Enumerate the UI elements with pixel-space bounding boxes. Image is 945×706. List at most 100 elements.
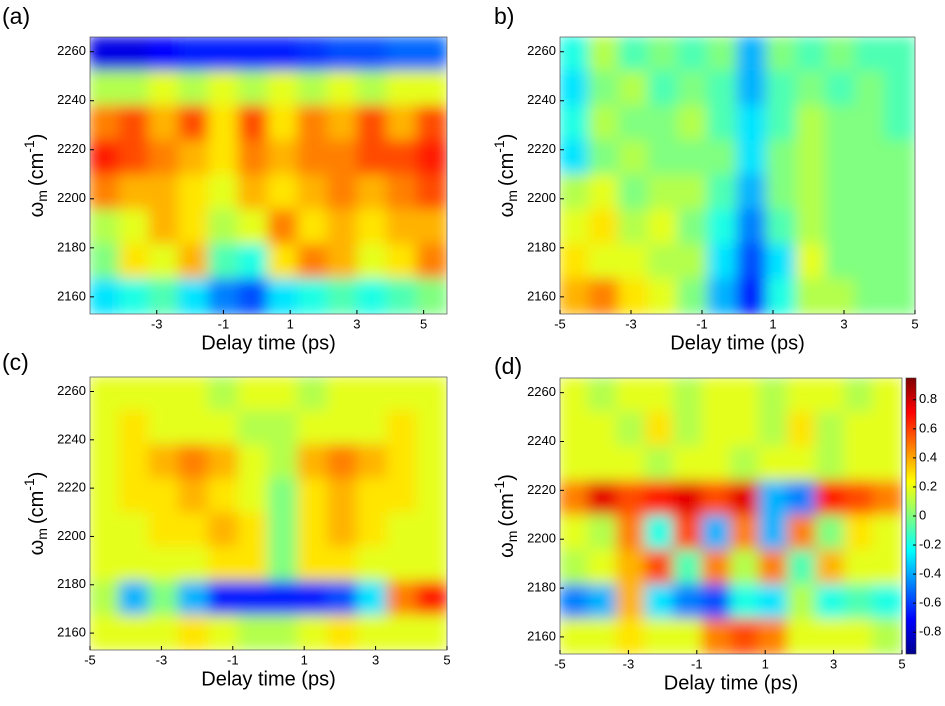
- panel-title: (a): [2, 3, 30, 29]
- y-tick-label: 2200: [57, 528, 86, 543]
- heatmap-cell: [872, 584, 902, 621]
- heatmap-cell: [416, 614, 447, 650]
- heatmap-cell: [647, 105, 680, 142]
- heatmap-cell: [178, 410, 210, 447]
- heatmap-cell: [118, 105, 151, 142]
- heatmap-cell: [588, 209, 621, 246]
- heatmap-cell: [90, 139, 121, 177]
- x-tick-label: 3: [353, 316, 360, 331]
- heatmap-cell: [148, 512, 181, 549]
- heatmap-cell: [706, 139, 739, 177]
- heatmap-cell: [560, 378, 590, 414]
- y-axis-label-part: ω: [26, 202, 48, 218]
- heatmap-cell: [815, 618, 846, 654]
- x-tick-label: 1: [762, 656, 769, 671]
- heatmap-cell: [297, 614, 329, 650]
- plot-frame: [89, 376, 448, 651]
- heatmap-cell: [758, 515, 789, 552]
- heatmap-cell: [118, 580, 151, 617]
- heatmap: [90, 377, 447, 650]
- heatmap-cell: [178, 580, 210, 617]
- heatmap-cell: [297, 512, 329, 549]
- y-axis-label: ωm (cm-1): [21, 472, 50, 556]
- y-axis-label-part: m: [34, 528, 50, 540]
- heatmap-cell: [706, 243, 739, 281]
- heatmap-cell: [618, 278, 650, 314]
- heatmap-cell: [297, 377, 329, 413]
- heatmap-cell: [872, 480, 902, 517]
- heatmap-cell: [766, 70, 798, 108]
- y-axis-label-part: ): [496, 134, 518, 141]
- x-axis-label: Delay time (ps): [201, 668, 335, 690]
- heatmap-cell: [560, 411, 590, 448]
- heatmap-cell: [673, 480, 704, 517]
- heatmap-cell: [701, 584, 732, 621]
- heatmap-cell: [327, 546, 359, 583]
- heatmap-cell: [178, 512, 210, 549]
- y-tick-label: 2240: [527, 433, 556, 448]
- heatmap-cell: [297, 37, 329, 73]
- heatmap-cell: [560, 618, 590, 654]
- heatmap-cell: [356, 377, 389, 413]
- x-tick-label: 3: [830, 656, 837, 671]
- heatmap-cell: [647, 209, 680, 246]
- heatmap-cell: [208, 580, 240, 617]
- heatmap: [560, 37, 915, 314]
- heatmap-cell: [237, 209, 270, 246]
- heatmap-cell: [730, 584, 761, 621]
- heatmap-cell: [386, 139, 419, 177]
- heatmap-cell: [815, 446, 846, 483]
- heatmap-cell: [267, 444, 300, 481]
- y-axis-label-part: m: [504, 190, 520, 202]
- x-tick-label: 3: [840, 316, 847, 331]
- heatmap-cell: [844, 584, 875, 621]
- y-tick-label: 2260: [527, 384, 556, 399]
- heatmap-cell: [386, 410, 419, 447]
- heatmap-cell: [647, 70, 680, 108]
- heatmap-cell: [758, 584, 789, 621]
- heatmap-cell: [90, 410, 121, 447]
- heatmap-cell: [706, 70, 739, 108]
- heatmap-cell: [208, 139, 240, 177]
- heatmap-cell: [327, 444, 359, 481]
- x-tick-label: -1: [227, 652, 239, 667]
- heatmap-cell: [386, 243, 419, 281]
- heatmap-cell: [327, 139, 359, 177]
- heatmap-cell: [416, 105, 447, 142]
- heatmap-cell: [795, 139, 828, 177]
- heatmap-cell: [825, 37, 857, 73]
- heatmap-cell: [560, 209, 591, 246]
- heatmap-cell: [844, 378, 875, 414]
- heatmap-cell: [560, 584, 590, 621]
- heatmap-cell: [673, 411, 704, 448]
- heatmap-cell: [736, 139, 769, 177]
- heatmap-cell: [267, 139, 300, 177]
- heatmap-cell: [356, 444, 389, 481]
- y-tick-label: 2220: [57, 141, 86, 156]
- heatmap-cell: [386, 278, 419, 314]
- heatmap-cell: [588, 37, 621, 73]
- heatmap-cell: [673, 618, 704, 654]
- heatmap-cell: [178, 444, 210, 481]
- heatmap-cell: [588, 105, 621, 142]
- heatmap-cell: [386, 209, 419, 246]
- heatmap-cell: [677, 105, 709, 142]
- heatmap-cell: [560, 70, 591, 108]
- heatmap-cell: [208, 243, 240, 281]
- heatmap-cell: [208, 614, 240, 650]
- heatmap-cell: [677, 37, 709, 73]
- heatmap-cell: [560, 278, 591, 314]
- heatmap-cell: [854, 243, 887, 281]
- heatmap-cell: [267, 105, 300, 142]
- heatmap-cell: [644, 515, 675, 552]
- heatmap-cell: [118, 278, 151, 314]
- heatmap-cell: [416, 174, 447, 212]
- heatmap-cell: [854, 70, 887, 108]
- heatmap-cell: [386, 70, 419, 108]
- heatmap-cell: [825, 209, 857, 246]
- heatmap-cell: [736, 243, 769, 281]
- y-tick-label: 2240: [57, 431, 86, 446]
- heatmap-cell: [267, 70, 300, 108]
- heatmap-cell: [647, 243, 680, 281]
